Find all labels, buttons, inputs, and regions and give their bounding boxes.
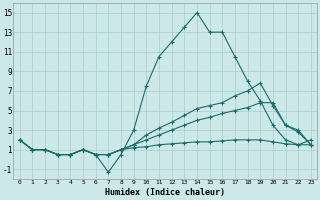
X-axis label: Humidex (Indice chaleur): Humidex (Indice chaleur)	[105, 188, 225, 197]
